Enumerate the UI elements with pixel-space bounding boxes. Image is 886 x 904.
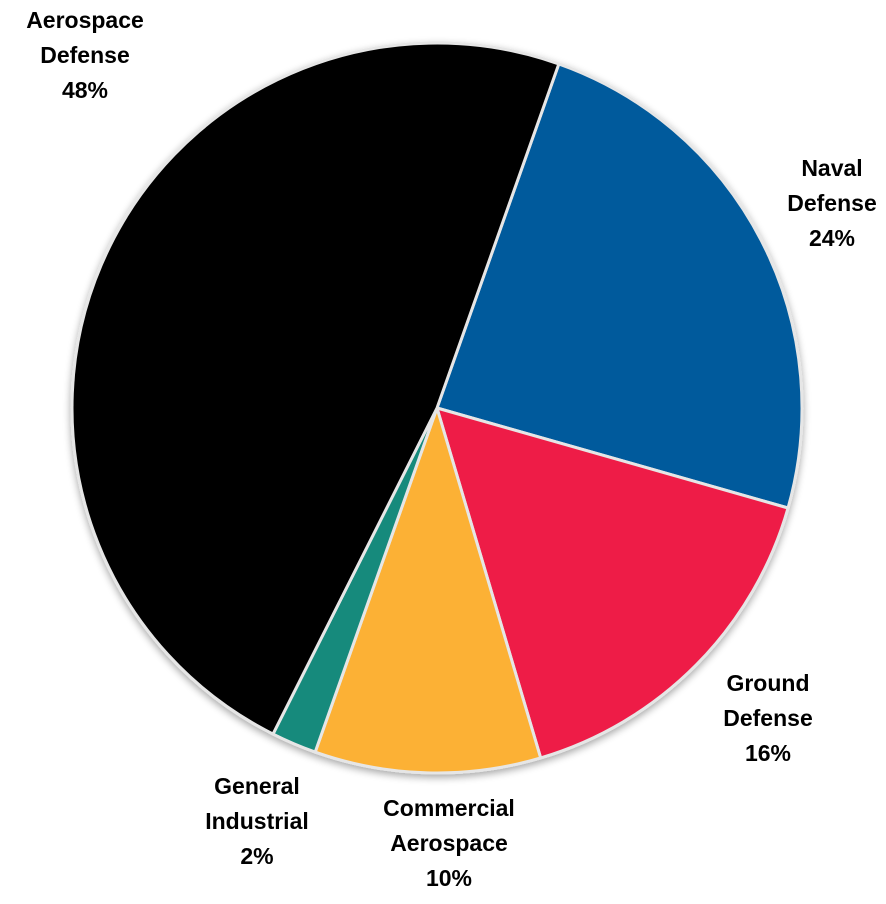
slice-label-ground-defense: Ground Defense 16% [723, 670, 812, 766]
slice-label-general-industrial: General Industrial 2% [205, 773, 309, 869]
pie-slice-commercial-aerospace [313, 406, 543, 775]
slice-value-label: 16% [745, 740, 791, 766]
slice-name-label: Defense [40, 42, 129, 68]
slice-name-label: Aerospace [26, 7, 144, 33]
slice-name-label: Aerospace [390, 830, 508, 856]
slice-name-label: Commercial [383, 795, 515, 821]
slice-value-label: 2% [240, 843, 273, 869]
slice-label-commercial-aerospace: Commercial Aerospace 10% [383, 795, 515, 891]
slice-name-label: Industrial [205, 808, 309, 834]
slice-label-naval-defense: Naval Defense 24% [787, 155, 876, 251]
pie-slices [70, 41, 804, 775]
slice-value-label: 24% [809, 225, 855, 251]
pie-slice-naval-defense [435, 62, 804, 510]
slice-name-label: Defense [723, 705, 812, 731]
pie-labels: Naval Defense 24% Ground Defense 16% Commercia… [26, 7, 877, 891]
pie-slice-ground-defense [435, 406, 790, 760]
slice-value-label: 10% [426, 865, 472, 891]
slice-name-label: General [214, 773, 300, 799]
slice-name-label: Ground [726, 670, 809, 696]
slice-name-label: Defense [787, 190, 876, 216]
slice-value-label: 48% [62, 77, 108, 103]
slice-name-label: Naval [801, 155, 862, 181]
slice-label-aerospace-defense: Aerospace Defense 48% [26, 7, 144, 103]
pie-slice-aerospace-defense [70, 41, 561, 736]
